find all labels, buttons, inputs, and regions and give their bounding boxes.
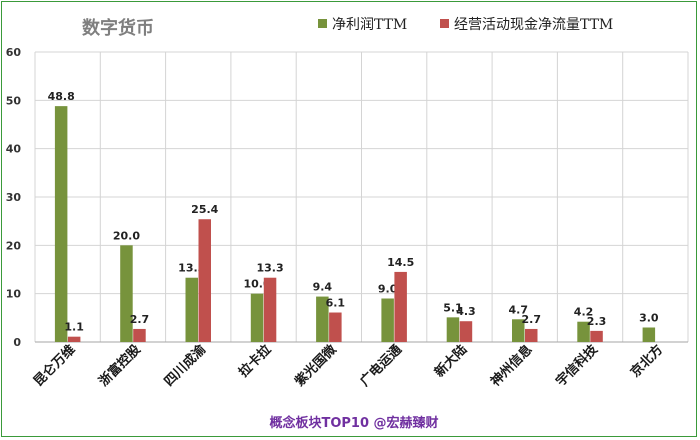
- bar-series2-7: [459, 321, 473, 342]
- bar-series2-6: [394, 271, 407, 342]
- x-tick-label: 新大陆: [431, 342, 470, 381]
- x-tick-label: 宇信科技: [553, 341, 602, 390]
- x-tick-label: 紫光国微: [292, 341, 341, 390]
- data-label: 6.1: [326, 297, 346, 310]
- bar-series2-3: [198, 219, 211, 342]
- data-label: 13.3: [256, 262, 283, 275]
- bar-series1-4: [250, 293, 264, 342]
- data-label: 48.8: [48, 90, 75, 103]
- data-label: 2.3: [587, 315, 607, 328]
- y-tick-label: 40: [6, 143, 22, 156]
- bar-series1-3: [185, 277, 198, 342]
- y-tick-label: 20: [6, 239, 22, 252]
- bar-series1-9: [577, 321, 590, 342]
- data-label: 9.0: [378, 283, 398, 296]
- y-tick-label: 0: [13, 336, 21, 349]
- bar-series1-2: [120, 245, 133, 342]
- legend-swatch-1: [318, 19, 327, 28]
- bar-series1-6: [381, 298, 394, 342]
- bar-series2-5: [329, 312, 342, 342]
- data-label: 20.0: [113, 229, 140, 242]
- bar-series1-10: [642, 327, 656, 342]
- legend-label-1: 净利润TTM: [332, 17, 407, 33]
- legend-swatch-2: [440, 19, 449, 28]
- x-tick-label: 浙富控股: [96, 342, 144, 390]
- bar-series2-9: [590, 330, 603, 342]
- data-label: 14.5: [387, 256, 414, 269]
- data-label: 1.1: [64, 321, 84, 334]
- data-label: 2.7: [130, 313, 150, 326]
- x-tick-label: 拉卡拉: [235, 342, 274, 381]
- bar-series1-1: [54, 106, 68, 342]
- data-label: 4.7: [509, 303, 529, 316]
- bar-series1-7: [446, 317, 460, 342]
- legend-label-2: 经营活动现金净流量TTM: [454, 17, 613, 33]
- data-label: 5.1: [443, 301, 463, 314]
- bar-series2-2: [133, 328, 146, 342]
- x-tick-label: 广电运通: [357, 342, 405, 390]
- bar-series2-1: [67, 336, 81, 342]
- bar-series1-5: [316, 296, 329, 342]
- y-tick-label: 10: [6, 288, 22, 301]
- y-tick-label: 30: [6, 191, 22, 204]
- data-label: 25.4: [191, 203, 218, 216]
- bar-series2-8: [525, 328, 538, 342]
- data-label: 3.0: [639, 312, 659, 325]
- data-label: 4.3: [456, 305, 476, 318]
- data-label: 9.4: [313, 281, 333, 294]
- x-tick-label: 京北方: [627, 342, 666, 381]
- chart-title: 数字货币: [82, 17, 154, 39]
- bar-series2-4: [263, 277, 277, 342]
- x-tick-label: 神州信息: [487, 342, 535, 390]
- y-tick-label: 50: [6, 94, 22, 107]
- x-tick-label: 昆仑万维: [30, 342, 78, 390]
- data-label: 4.2: [574, 306, 594, 319]
- x-tick-label: 四川成渝: [161, 341, 210, 390]
- data-label: 2.7: [522, 313, 542, 326]
- y-tick-label: 60: [6, 46, 22, 59]
- footer-caption: 概念板块TOP10 @宏赫臻财: [269, 415, 438, 431]
- bar-series1-8: [512, 319, 525, 342]
